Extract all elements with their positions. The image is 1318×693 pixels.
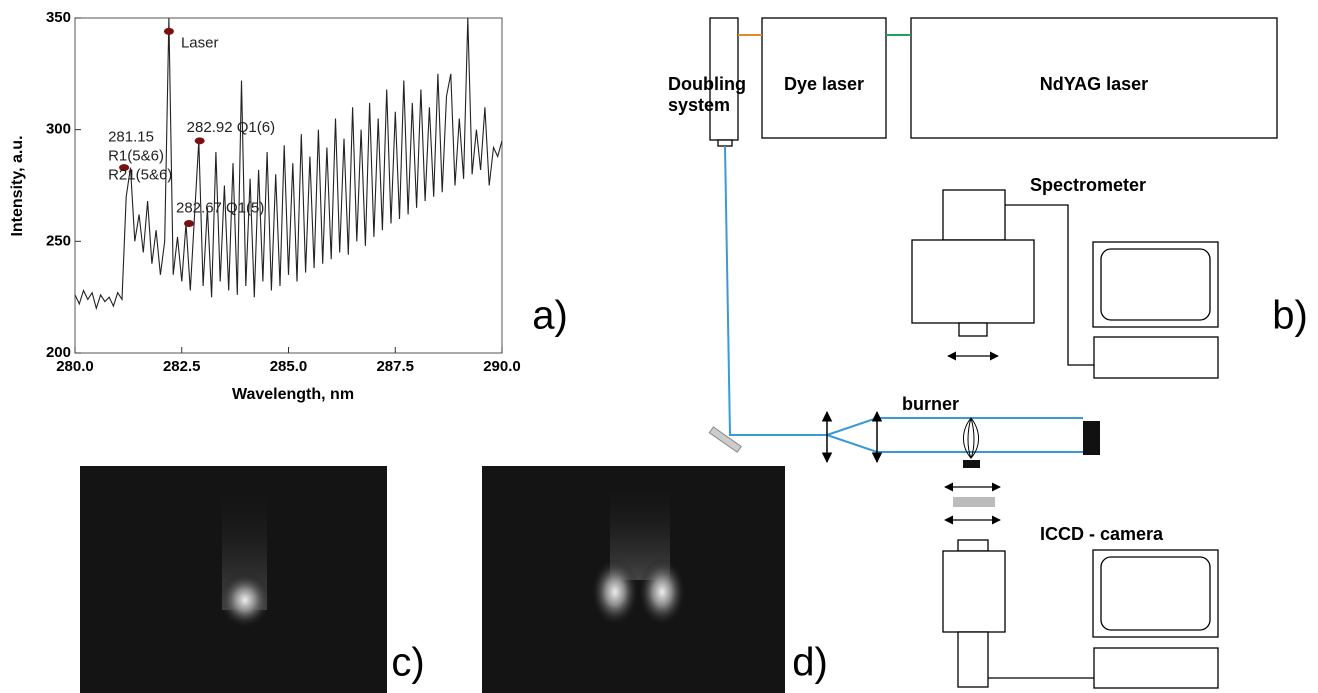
spectrometer-top: [942, 189, 1006, 241]
glow: [219, 572, 271, 628]
annotation-marker: [184, 219, 195, 227]
y-tick-label: 200: [46, 344, 71, 361]
label: NdYAG laser: [1040, 74, 1148, 94]
label: Doubling: [668, 74, 746, 94]
annotation: 282.67 Q1(5): [176, 199, 264, 216]
annotation-marker: [163, 27, 174, 35]
spectrometer: [911, 239, 1035, 324]
label: system: [668, 95, 730, 115]
annotation: 282.92 Q1(6): [187, 119, 275, 136]
spectrometer-port: [958, 322, 988, 337]
y-axis-label: Intensity, a.u.: [9, 135, 26, 236]
panel-label: d): [792, 641, 828, 685]
glow: [591, 558, 639, 626]
x-axis-label: Wavelength, nm: [232, 386, 354, 403]
x-tick-label: 290.0: [483, 358, 521, 375]
annotation: R21(5&6): [108, 167, 172, 184]
x-tick-label: 287.5: [376, 358, 414, 375]
annotation: 281.15: [108, 129, 154, 146]
panel-label: c): [391, 641, 424, 685]
annotation: R1(5&6): [108, 148, 164, 165]
label: burner: [902, 394, 959, 414]
camera-base: [957, 631, 989, 688]
glow: [638, 558, 686, 626]
label: Spectrometer: [1030, 175, 1146, 195]
beam-dump: [1083, 421, 1100, 455]
mirror: [708, 426, 742, 453]
label: Dye laser: [784, 74, 864, 94]
x-tick-label: 280.0: [56, 358, 94, 375]
cable: [1005, 204, 1094, 366]
setup-diagram: Doubling system Dye laser NdYAG laser bu…: [668, 17, 1308, 689]
camera: [942, 550, 1006, 633]
annotation-marker: [119, 164, 130, 172]
y-tick-label: 250: [46, 232, 71, 249]
x-tick-label: 282.5: [163, 358, 201, 375]
spectrum-line: [75, 18, 502, 311]
dye-laser-box: [761, 17, 887, 139]
computer: [1093, 647, 1219, 689]
image-c: c): [80, 466, 425, 693]
label: ICCD - camera: [1040, 524, 1164, 544]
burner: [963, 460, 980, 468]
panel-label: a): [532, 294, 568, 338]
filter: [953, 497, 995, 507]
screen: [1100, 556, 1211, 631]
doubling-output: [717, 139, 733, 147]
panel-label: b): [1272, 294, 1308, 338]
computer: [1093, 336, 1219, 379]
plot-area: [75, 18, 502, 311]
camera-lens: [957, 539, 989, 552]
annotation: Laser: [181, 34, 219, 51]
annotation-marker: [194, 137, 205, 145]
x-tick-label: 285.0: [270, 358, 308, 375]
screen: [1100, 248, 1211, 321]
plot-frame: [74, 17, 503, 354]
y-tick-label: 300: [46, 121, 71, 138]
image-d: d): [482, 466, 828, 693]
ndyag-box: [910, 17, 1278, 139]
y-tick-label: 350: [46, 9, 71, 26]
flame: [963, 417, 979, 460]
